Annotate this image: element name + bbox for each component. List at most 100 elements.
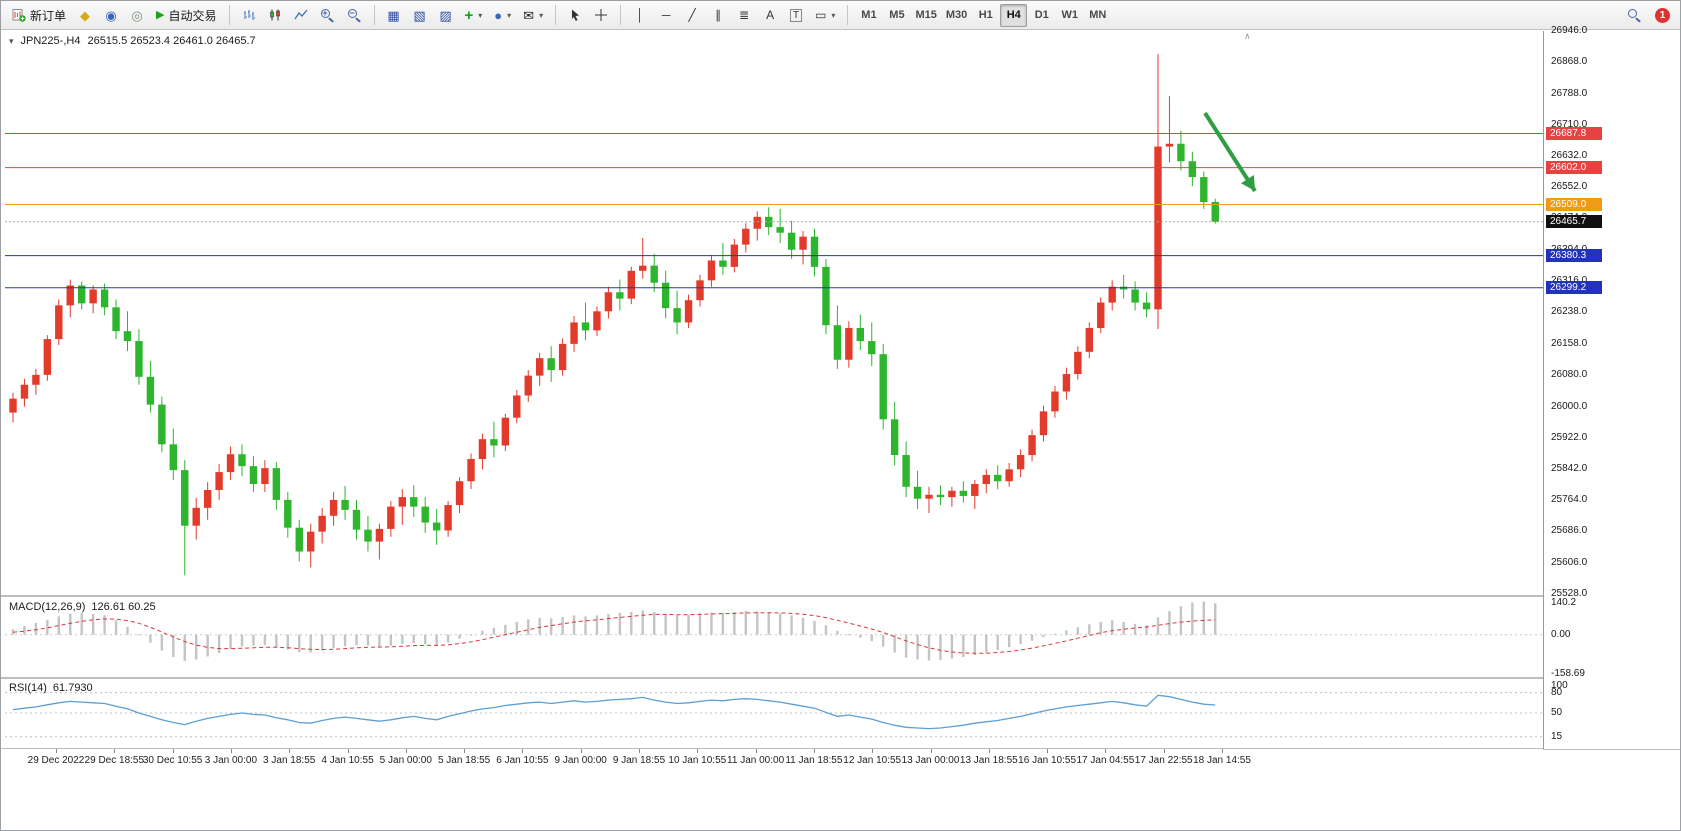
- macd-bar: [401, 634, 404, 645]
- macd-bar: [458, 634, 461, 639]
- channel-icon: ∥: [715, 8, 722, 22]
- channel-tool-button[interactable]: ∥: [706, 4, 730, 27]
- trendline-tool-button[interactable]: ╱: [680, 4, 704, 27]
- macd-bar: [446, 634, 450, 643]
- line-chart-mode-button[interactable]: [289, 4, 313, 27]
- notification-badge[interactable]: 1: [1655, 7, 1670, 23]
- macd-name: MACD(12,26,9): [9, 601, 86, 613]
- macd-bar: [34, 622, 38, 635]
- time-tick: [114, 749, 116, 753]
- toolbar: 新订单 ◆ ◉ ◎ ▶ 自动交易 + − ▦ ▧: [1, 1, 1680, 30]
- macd-bar: [801, 617, 805, 635]
- template-button[interactable]: ✉ ▾: [518, 4, 548, 27]
- timeframe-button-m1[interactable]: M1: [855, 4, 882, 27]
- terminal-button[interactable]: ◎: [125, 4, 149, 27]
- macd-bar: [664, 613, 667, 635]
- autotrade-button[interactable]: ▶ 自动交易: [151, 4, 221, 27]
- macd-bar: [252, 634, 255, 646]
- time-axis-label: 29 Dec 18:55: [84, 755, 145, 766]
- crosshair-tool-button[interactable]: [589, 4, 613, 27]
- price-tick: 26788.0: [1551, 87, 1588, 99]
- time-axis-label: 11 Jan 00:00: [727, 755, 785, 766]
- text-tool-button[interactable]: A: [758, 4, 782, 27]
- zoom-in-button[interactable]: +: [315, 4, 340, 27]
- tile-windows-button[interactable]: ▦: [382, 4, 406, 27]
- level-price-tag: 26509.0: [1546, 198, 1602, 211]
- market-watch-button[interactable]: ◆: [73, 4, 97, 27]
- rsi-axis-label: 15: [1551, 730, 1563, 742]
- rsi-line: [12, 694, 1216, 730]
- auto-scroll-button[interactable]: ▨: [434, 4, 458, 27]
- candle: [146, 360, 155, 413]
- macd-bar: [549, 618, 553, 635]
- add-indicator-button[interactable]: + ▾: [460, 4, 488, 27]
- price-tick: 26080.0: [1551, 368, 1588, 380]
- bar-chart-mode-button[interactable]: [237, 4, 261, 27]
- time-axis-label: 3 Jan 18:55: [263, 755, 316, 766]
- candle: [879, 343, 887, 430]
- timeframe-button-m5[interactable]: M5: [883, 4, 910, 27]
- candle: [994, 465, 1002, 490]
- horizontal-line-tool-button[interactable]: ─: [654, 4, 678, 27]
- objects-circle-icon: ●: [494, 7, 503, 23]
- timeframe-button-w1[interactable]: W1: [1056, 4, 1083, 27]
- candle: [421, 497, 429, 533]
- navigator-button[interactable]: ◉: [99, 4, 123, 27]
- macd-bar: [504, 624, 507, 635]
- candle: [55, 299, 63, 346]
- candle: [169, 428, 177, 481]
- rsi-label: RSI(14) 61.7930: [9, 682, 93, 694]
- chevron-down-icon: ▾: [478, 10, 483, 20]
- timeframe-button-h1[interactable]: H1: [972, 4, 999, 27]
- timeframe-button-m15[interactable]: M15: [911, 4, 940, 27]
- zoom-out-button[interactable]: −: [342, 4, 367, 27]
- new-order-button[interactable]: 新订单: [7, 4, 71, 27]
- time-axis-label: 9 Jan 18:55: [612, 755, 666, 766]
- add-indicator-icon: +: [464, 6, 474, 24]
- macd-bar: [1088, 624, 1091, 635]
- macd-bar: [653, 611, 656, 635]
- candle: [810, 228, 819, 277]
- time-tick: [230, 749, 232, 753]
- panel-separator[interactable]: [1, 595, 1680, 597]
- price-chart-canvas[interactable]: [5, 31, 1543, 594]
- fibonacci-tool-button[interactable]: ≣: [732, 4, 756, 27]
- window-menu-icon[interactable]: ▾: [9, 35, 14, 46]
- macd-bar: [1042, 634, 1045, 638]
- timeframe-button-mn[interactable]: MN: [1084, 4, 1111, 27]
- candlestick-mode-button[interactable]: [263, 4, 287, 27]
- trend-arrow[interactable]: [1203, 111, 1257, 193]
- candle: [66, 279, 74, 318]
- objects-list-button[interactable]: ● ▾: [489, 4, 516, 27]
- time-axis-label: 29 Dec 2022: [27, 755, 85, 766]
- candle: [673, 290, 681, 335]
- candle: [352, 499, 361, 540]
- panel-caret-icon[interactable]: ∧: [1244, 31, 1251, 41]
- candle: [1188, 151, 1197, 187]
- macd-bar: [195, 634, 198, 660]
- search-button[interactable]: [1622, 4, 1647, 27]
- candle: [238, 444, 246, 477]
- macd-bar: [893, 634, 896, 653]
- timeframe-button-m30[interactable]: M30: [942, 4, 971, 27]
- macd-bar: [527, 619, 530, 635]
- macd-canvas[interactable]: [5, 598, 1543, 676]
- macd-axis-label: 0.00: [1551, 628, 1571, 640]
- macd-bar: [137, 634, 141, 636]
- timeframe-button-d1[interactable]: D1: [1028, 4, 1055, 27]
- tile-windows-icon: ▦: [387, 7, 400, 23]
- time-axis[interactable]: 29 Dec 2022 29 Dec 18:55 30 Dec 10:55 3 Jan…: [1, 749, 1543, 773]
- vertical-line-tool-button[interactable]: │: [628, 4, 652, 27]
- chart-shift-button[interactable]: ▧: [408, 4, 432, 27]
- timeframe-button-h4[interactable]: H4: [1000, 3, 1028, 27]
- shapes-icon: ▭: [815, 8, 827, 22]
- text-label-tool-button[interactable]: T: [784, 4, 808, 27]
- candle: [890, 401, 899, 466]
- cursor-tool-button[interactable]: [563, 4, 587, 27]
- panel-separator[interactable]: [1, 677, 1680, 679]
- candle: [135, 329, 143, 385]
- macd-bar: [721, 612, 725, 635]
- rsi-canvas[interactable]: [5, 679, 1543, 747]
- shapes-tool-button[interactable]: ▭ ▾: [810, 4, 840, 27]
- price-axis[interactable]: 26946.0 26868.0 26788.0 26710.0 26632.0 26552…: [1543, 25, 1680, 749]
